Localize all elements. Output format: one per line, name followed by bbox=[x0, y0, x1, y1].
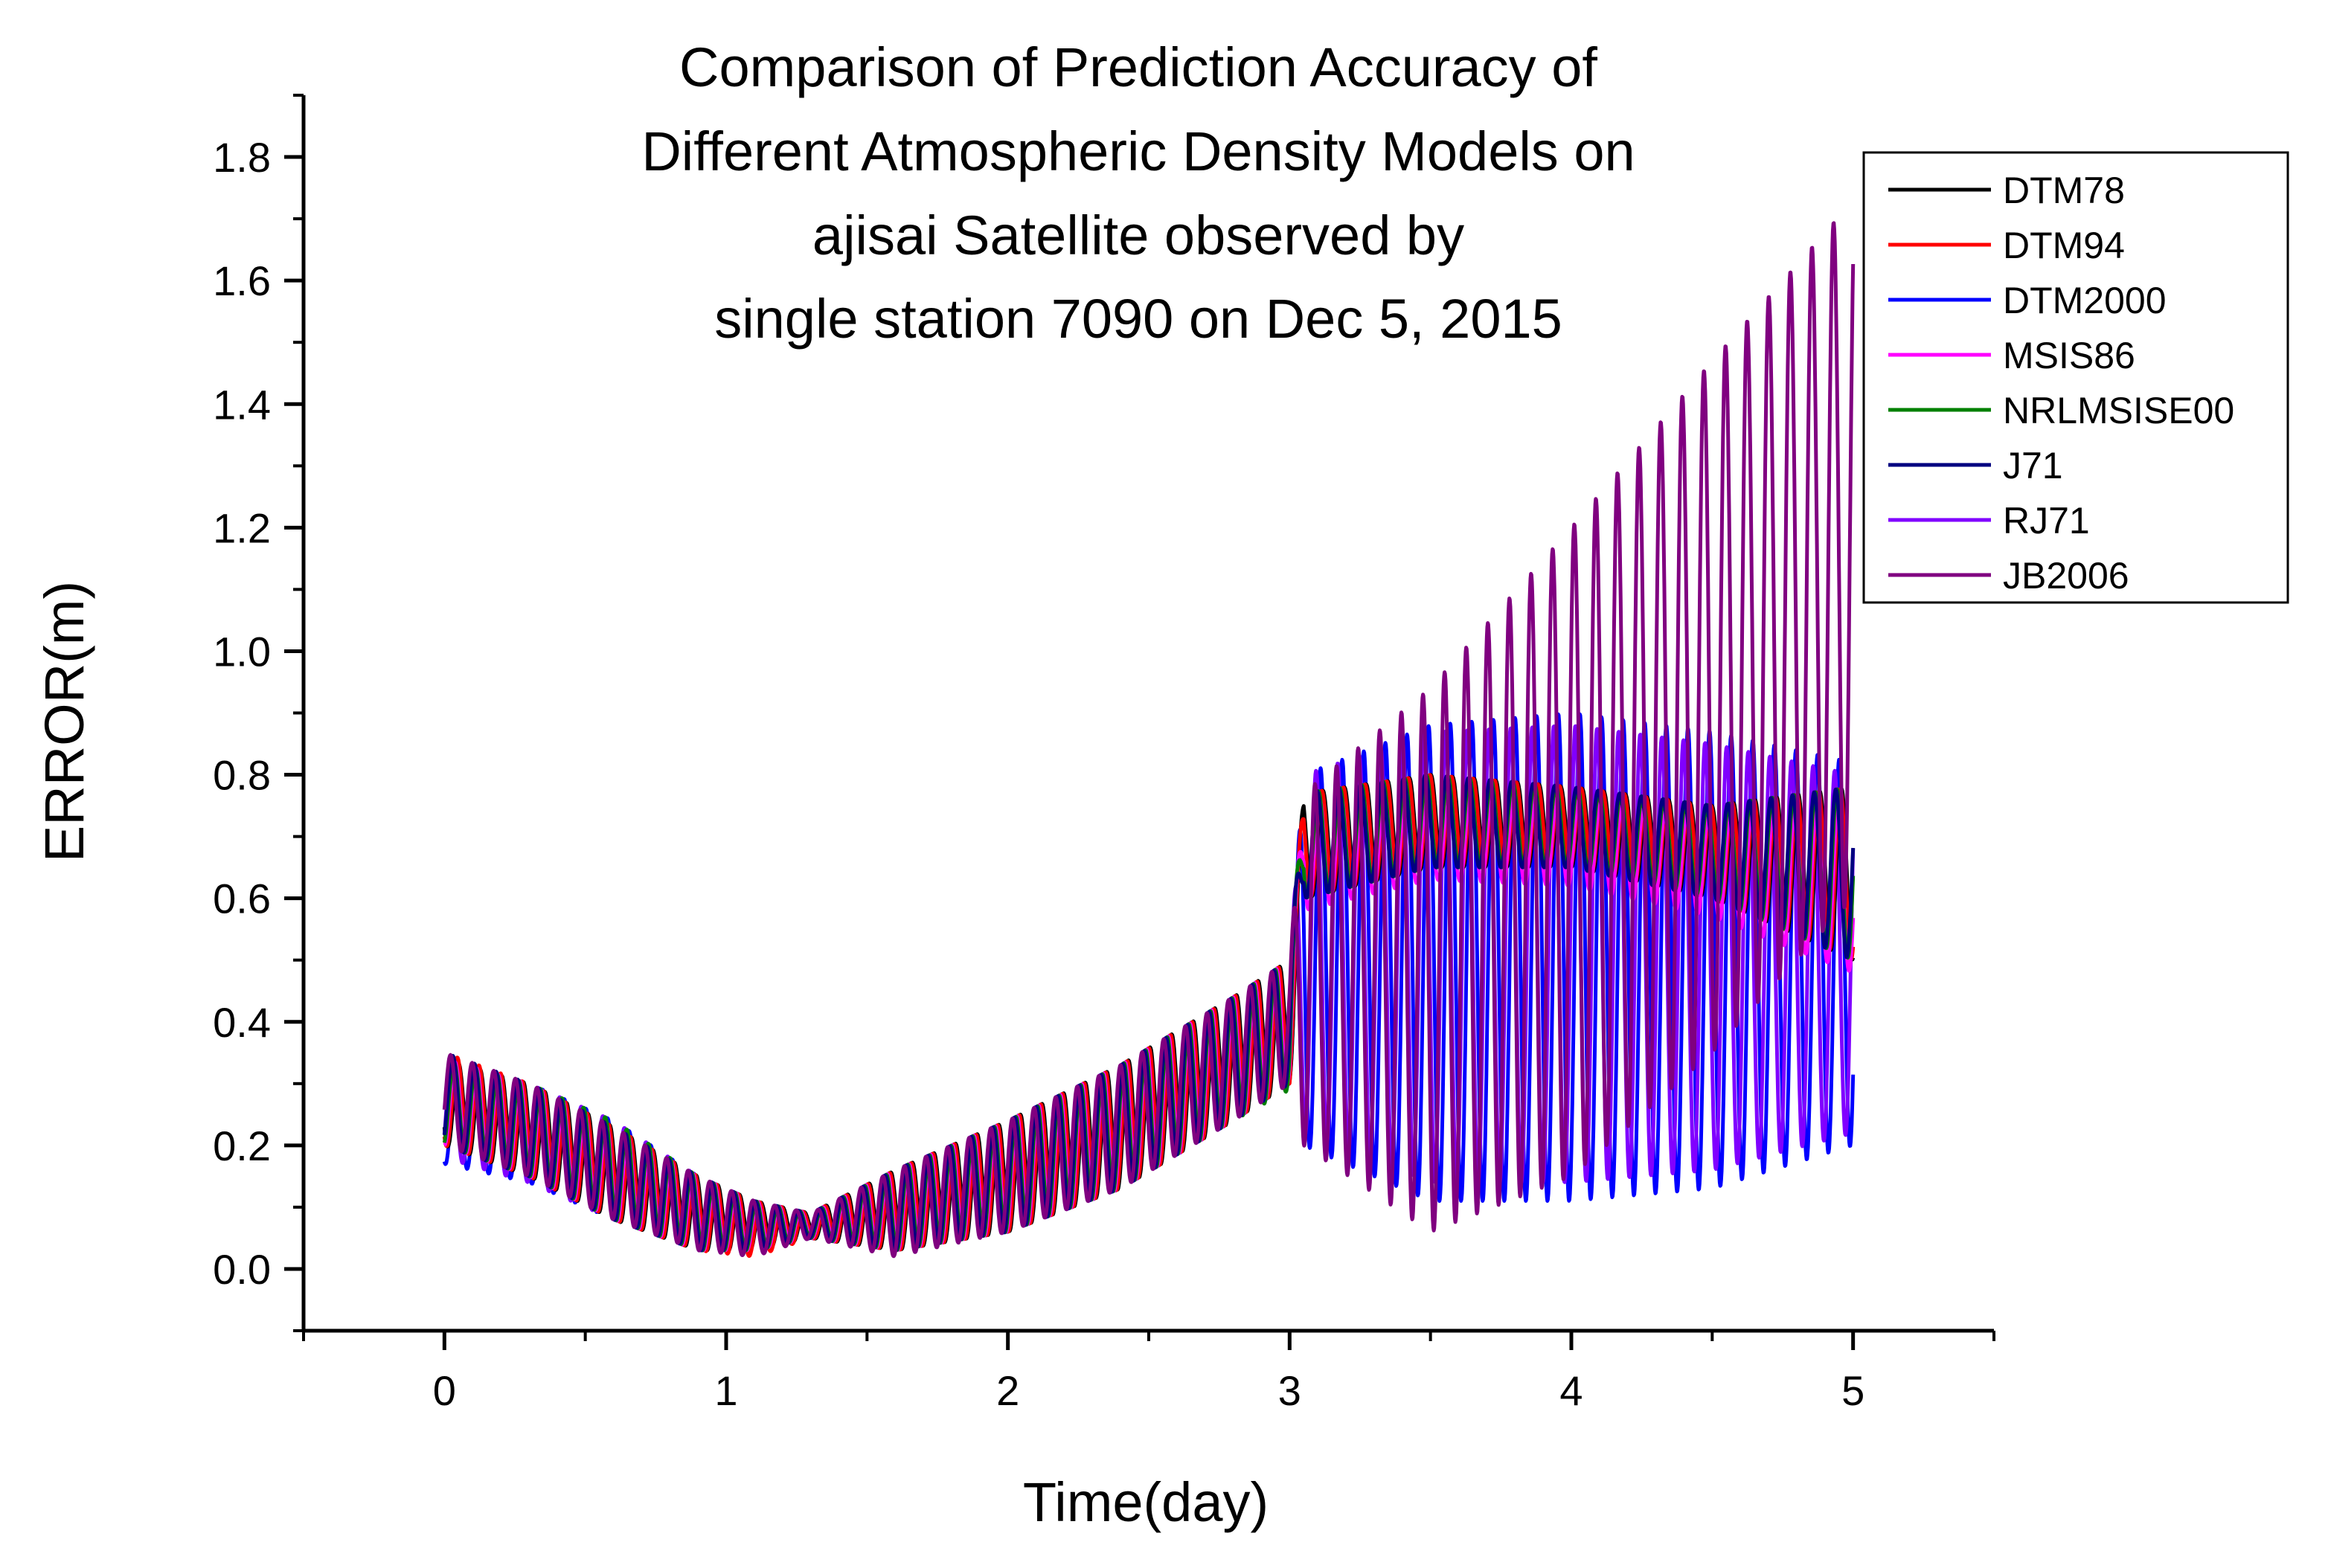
y-ticks: 0.0 0.2 0.4 0.6 0.8 1.0 1.2 1.4 1.6 1.8 bbox=[213, 94, 304, 1332]
legend-label: NRLMSISE00 bbox=[2003, 390, 2234, 431]
chart-title: Comparison of Prediction Accuracy of Dif… bbox=[641, 36, 1635, 350]
legend-box bbox=[1862, 151, 2289, 604]
plot-area bbox=[442, 221, 1856, 1259]
y-tick-label: 0.6 bbox=[213, 875, 271, 922]
legend-label: DTM94 bbox=[2003, 225, 2125, 266]
legend: DTM78 DTM94 DTM2000 MSIS86 NRLMSISE00 J71 RJ71… bbox=[1862, 151, 2289, 604]
legend-label: J71 bbox=[2003, 445, 2063, 486]
y-axis-title: ERROR(m) bbox=[33, 581, 95, 862]
x-ticks: 0 1 2 3 4 5 bbox=[302, 1331, 1995, 1414]
x-tick-label: 5 bbox=[1841, 1367, 1864, 1414]
x-tick-label: 1 bbox=[714, 1367, 737, 1414]
y-tick-label: 0.8 bbox=[213, 752, 271, 799]
chart-title-line-2: Different Atmospheric Density Models on bbox=[641, 121, 1635, 182]
x-tick-label: 3 bbox=[1278, 1367, 1301, 1414]
y-tick-label: 1.0 bbox=[213, 628, 271, 675]
y-tick-label: 1.4 bbox=[213, 381, 271, 428]
y-tick-label: 1.2 bbox=[213, 504, 271, 551]
legend-label: JB2006 bbox=[2003, 555, 2129, 597]
legend-label: MSIS86 bbox=[2003, 335, 2135, 376]
legend-label: DTM78 bbox=[2003, 170, 2125, 211]
y-tick-label: 0.0 bbox=[213, 1246, 271, 1293]
x-tick-label: 0 bbox=[433, 1367, 456, 1414]
series-line-jb2006 bbox=[442, 221, 1856, 1259]
y-tick-label: 0.4 bbox=[213, 999, 271, 1046]
x-tick-label: 2 bbox=[996, 1367, 1019, 1414]
legend-label: RJ71 bbox=[2003, 500, 2090, 542]
x-axis-title: Time(day) bbox=[1023, 1471, 1269, 1533]
y-tick-label: 1.8 bbox=[213, 134, 271, 181]
y-tick-label: 1.6 bbox=[213, 257, 271, 304]
chart-title-line-4: single station 7090 on Dec 5, 2015 bbox=[714, 288, 1562, 350]
chart-title-line-3: ajisai Satellite observed by bbox=[812, 205, 1464, 266]
legend-label: DTM2000 bbox=[2003, 280, 2167, 321]
chart-title-line-1: Comparison of Prediction Accuracy of bbox=[679, 36, 1597, 98]
y-tick-label: 0.2 bbox=[213, 1122, 271, 1169]
x-tick-label: 4 bbox=[1559, 1367, 1583, 1414]
